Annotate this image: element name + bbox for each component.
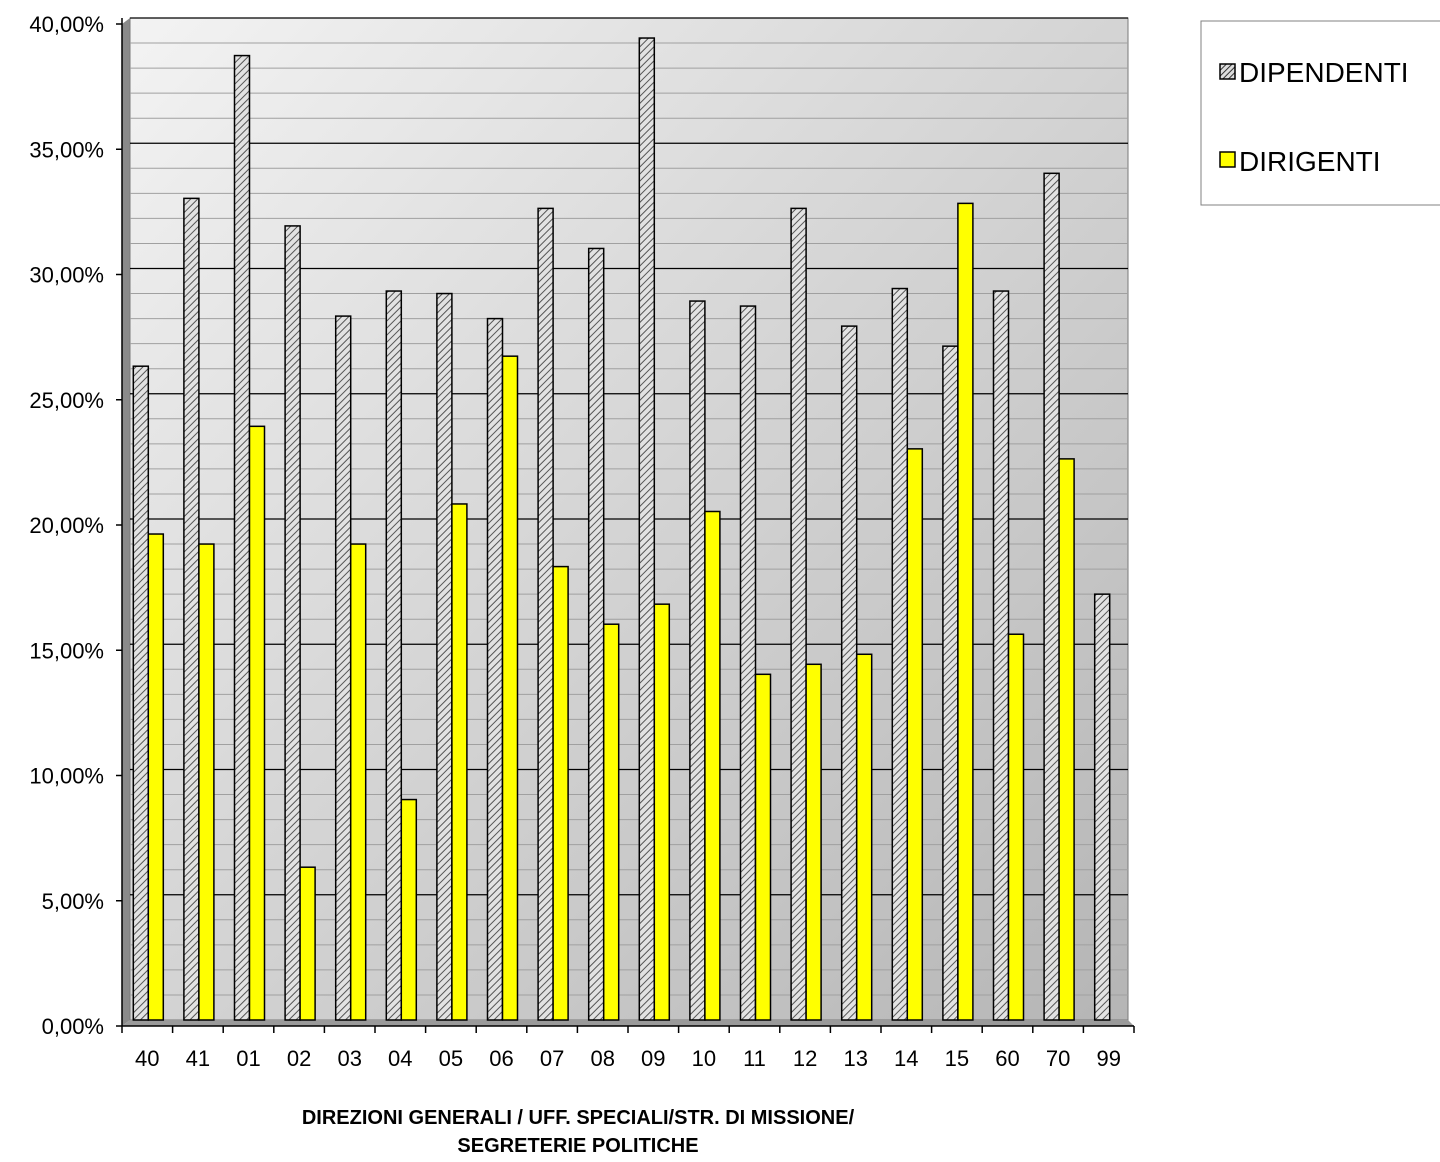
- bar-dipendenti-01: [233, 54, 251, 1021]
- bar-dipendenti-99: [1093, 593, 1111, 1021]
- bar-dipendenti-11: [739, 305, 757, 1021]
- bar-dirigenti-14: [906, 448, 924, 1021]
- legend-box: [1200, 20, 1440, 206]
- x-tick-label-08: 08: [590, 1046, 614, 1071]
- x-axis-title-line-2: SEGRETERIE POLITICHE: [457, 1135, 698, 1157]
- plot-floor: [122, 1020, 1134, 1026]
- x-axis-title: DIREZIONI GENERALI / UFF. SPECIALI/STR. …: [302, 1107, 855, 1157]
- bar-dipendenti-70: [1043, 172, 1060, 1021]
- bar-dirigenti-12: [805, 663, 822, 1021]
- x-tick-label-01: 01: [236, 1046, 260, 1071]
- bar-dipendenti-10: [689, 300, 706, 1021]
- y-axis-ticks: 0,00% 5,00% 10,00% 15,00% 20,00% 25,00% 30,00%…: [29, 12, 122, 1039]
- legend-swatch-dipendenti: [1219, 63, 1236, 80]
- bar-dirigenti-06: [501, 355, 519, 1021]
- bar-dipendenti-08: [587, 247, 605, 1021]
- x-tick-label-06: 06: [489, 1046, 513, 1071]
- bar-dipendenti-15: [942, 345, 959, 1021]
- bar-dirigenti-11: [754, 673, 772, 1021]
- bar-dirigenti-70: [1058, 458, 1075, 1021]
- bars: [132, 37, 1111, 1021]
- bar-dipendenti-03: [334, 315, 352, 1021]
- legend-label-dipendenti: DIPENDENTI: [1239, 57, 1409, 88]
- bar-dirigenti-02: [299, 866, 316, 1021]
- x-tick-label-13: 13: [843, 1046, 867, 1071]
- x-tick-label-60: 60: [995, 1046, 1019, 1071]
- x-tick-label-11: 11: [743, 1046, 766, 1071]
- plot-side-wall: [122, 18, 130, 1026]
- bar-dipendenti-60: [992, 290, 1010, 1021]
- bar-dirigenti-05: [451, 503, 468, 1021]
- bar-dirigenti-03: [349, 543, 367, 1021]
- x-tick-label-99: 99: [1096, 1046, 1120, 1071]
- bar-dipendenti-06: [486, 317, 504, 1021]
- bar-dipendenti-14: [891, 287, 909, 1021]
- bar-dipendenti-05: [436, 292, 453, 1021]
- x-tick-label-12: 12: [793, 1046, 817, 1071]
- bar-dirigenti-40: [147, 533, 165, 1021]
- x-tick-label-09: 09: [641, 1046, 665, 1071]
- x-tick-label-70: 70: [1046, 1046, 1070, 1071]
- y-tick-label: 35,00%: [29, 137, 104, 162]
- bar-dirigenti-08: [602, 623, 620, 1021]
- x-axis-title-line-1: DIREZIONI GENERALI / UFF. SPECIALI/STR. …: [302, 1107, 855, 1129]
- bar-dirigenti-09: [653, 603, 671, 1021]
- x-tick-label-03: 03: [337, 1046, 361, 1071]
- bar-dirigenti-07: [552, 565, 569, 1021]
- legend-label-dirigenti: DIRIGENTI: [1239, 146, 1381, 177]
- bar-dipendenti-40: [132, 365, 150, 1021]
- x-tick-label-05: 05: [439, 1046, 463, 1071]
- legend: DIPENDENTI DIRIGENTI: [1200, 20, 1440, 206]
- bar-dipendenti-04: [385, 290, 403, 1021]
- bar-dirigenti-10: [704, 510, 721, 1021]
- bar-dipendenti-12: [790, 207, 807, 1021]
- x-tick-label-41: 41: [186, 1046, 210, 1071]
- bar-dipendenti-13: [840, 325, 858, 1021]
- bar-dirigenti-60: [1007, 633, 1025, 1021]
- x-tick-label-10: 10: [692, 1046, 716, 1071]
- bar-dipendenti-07: [537, 207, 554, 1021]
- x-tick-label-15: 15: [945, 1046, 969, 1071]
- bar-dirigenti-04: [400, 798, 418, 1021]
- x-tick-label-40: 40: [135, 1046, 159, 1071]
- y-tick-label: 40,00%: [29, 12, 104, 37]
- x-tick-label-07: 07: [540, 1046, 564, 1071]
- y-tick-label: 5,00%: [42, 889, 104, 914]
- y-tick-label: 0,00%: [42, 1014, 104, 1039]
- y-tick-label: 10,00%: [29, 764, 104, 789]
- y-tick-label: 15,00%: [29, 638, 104, 663]
- bar-dirigenti-41: [198, 543, 215, 1021]
- bar-dirigenti-01: [248, 425, 266, 1021]
- bar-dipendenti-02: [284, 225, 301, 1021]
- y-tick-label: 20,00%: [29, 513, 104, 538]
- y-tick-label: 25,00%: [29, 388, 104, 413]
- x-tick-label-14: 14: [894, 1046, 918, 1071]
- x-axis-ticks: 40 41 01 02 03 04 05 06 07 08 09 10 11 12 13 14 15 60 70 99: [121, 1026, 1135, 1071]
- x-tick-label-04: 04: [388, 1046, 412, 1071]
- x-tick-label-02: 02: [287, 1046, 311, 1071]
- bar-dirigenti-13: [855, 653, 873, 1021]
- bar-dipendenti-09: [638, 37, 656, 1021]
- plot-area: [122, 17, 1134, 1026]
- bar-dipendenti-41: [183, 197, 200, 1021]
- legend-swatch-dirigenti: [1219, 151, 1236, 168]
- y-tick-label: 30,00%: [29, 263, 104, 288]
- axes: 0,00% 5,00% 10,00% 15,00% 20,00% 25,00% 30,00%…: [29, 12, 1135, 1071]
- bar-dirigenti-15: [957, 202, 974, 1021]
